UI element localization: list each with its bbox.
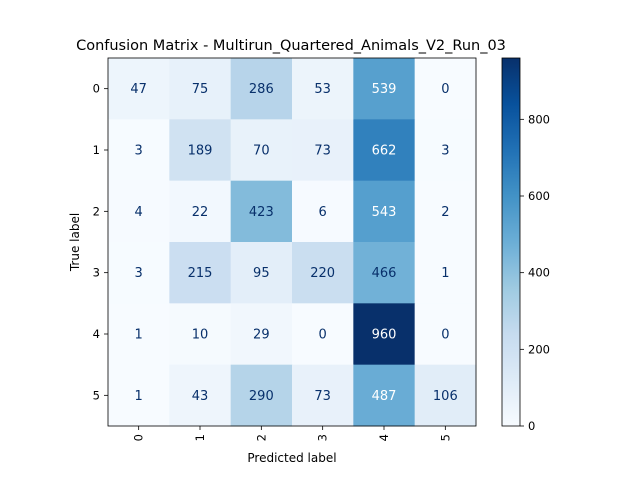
heatmap-cell (108, 242, 170, 304)
heatmap-cell (353, 303, 416, 366)
colorbar-tick-label: 600 (528, 189, 550, 203)
y-tick-label: 5 (93, 388, 100, 402)
heatmap-cell (414, 364, 477, 427)
cell-value-label: 106 (433, 389, 458, 404)
cell-value-label: 6 (319, 205, 327, 220)
heatmap-cell (169, 364, 232, 427)
colorbar-ticks: 0 200 400 600 800 (520, 112, 550, 433)
cell-value-label: 3 (441, 144, 449, 159)
cell-value-label: 73 (314, 389, 331, 404)
heatmap-cell (292, 119, 354, 182)
heatmap-cell (353, 58, 416, 120)
colorbar-tick-label: 0 (528, 419, 535, 433)
heatmap-cell (230, 364, 293, 427)
cell-value-label: 3 (135, 144, 143, 159)
cell-value-label: 4 (135, 205, 143, 220)
y-tick-label: 2 (93, 204, 100, 218)
cell-value-label: 43 (192, 389, 209, 404)
heatmap-cell (353, 364, 416, 427)
heatmap-cell (414, 58, 477, 120)
cell-value-label: 662 (372, 144, 397, 159)
heatmap-cell (169, 303, 232, 366)
colorbar-tick-label: 800 (528, 112, 550, 126)
cell-value-label: 22 (192, 205, 209, 220)
heatmap-cell (292, 58, 354, 120)
x-axis-ticks: 0 1 2 3 4 5 (132, 426, 452, 441)
cell-value-label: 539 (372, 82, 397, 97)
cell-value-label: 189 (188, 144, 213, 159)
heatmap-cell (353, 180, 416, 243)
heatmap-cell (292, 364, 354, 427)
heatmap-cell (353, 119, 416, 182)
heatmap-cell (169, 180, 232, 243)
cell-value-label: 487 (372, 389, 397, 404)
x-tick-label: 4 (377, 434, 391, 441)
heatmap-cell (230, 242, 293, 304)
heatmap-cell (292, 180, 354, 243)
cell-value-label: 0 (441, 82, 449, 97)
cell-value-label: 47 (130, 82, 147, 97)
y-axis-label: True label (68, 213, 82, 272)
x-tick-label: 1 (193, 434, 207, 441)
cell-value-label: 95 (253, 266, 270, 281)
heatmap-cell (108, 58, 170, 120)
heatmap-cell (230, 303, 293, 366)
heatmap-cell (292, 242, 354, 304)
cell-value-label: 290 (249, 389, 274, 404)
y-tick-label: 3 (93, 266, 100, 280)
heatmap-cell (108, 180, 170, 243)
x-tick-label: 0 (132, 434, 146, 441)
cell-value-label: 70 (253, 144, 270, 159)
heatmap-cell (108, 119, 170, 182)
heatmap-cell (169, 119, 232, 182)
cell-value-label: 960 (372, 328, 397, 343)
x-tick-label: 2 (254, 434, 268, 441)
cell-value-label: 220 (310, 266, 335, 281)
colorbar-tick-label: 400 (528, 266, 550, 280)
cell-value-label: 215 (188, 266, 213, 281)
heatmap-cell (169, 242, 232, 304)
heatmap-cell (230, 180, 293, 243)
cell-value-label: 1 (135, 389, 143, 404)
cell-value-label: 0 (441, 328, 449, 343)
cell-value-label: 10 (192, 328, 209, 343)
y-tick-label: 0 (93, 82, 100, 96)
heatmap-cell (414, 303, 477, 366)
heatmap-cell (414, 119, 477, 182)
colorbar (501, 57, 521, 427)
plot-frame (107, 57, 477, 427)
heatmap-cells: 47 75 286 53 539 0 3 189 70 73 662 3 4 22 423 6 543 2 3 215… (108, 58, 477, 427)
x-tick-label: 5 (438, 434, 452, 441)
cell-value-label: 286 (249, 82, 274, 97)
heatmap-cell (108, 303, 170, 366)
heatmap-cell (414, 242, 477, 304)
heatmap-cell (414, 180, 477, 243)
heatmap-cell (230, 119, 293, 182)
cell-value-label: 0 (319, 328, 327, 343)
heatmap-cell (292, 303, 354, 366)
cell-value-label: 543 (372, 205, 397, 220)
heatmap-cell (108, 364, 170, 427)
y-tick-label: 4 (93, 327, 100, 341)
cell-value-label: 73 (314, 144, 331, 159)
cell-value-label: 1 (135, 328, 143, 343)
heatmap-cell (230, 58, 293, 120)
x-tick-label: 3 (316, 434, 330, 441)
heatmap-cell (353, 242, 416, 304)
x-axis-label: Predicted label (247, 451, 336, 465)
cell-value-label: 29 (253, 328, 270, 343)
cell-value-label: 466 (372, 266, 397, 281)
cell-value-label: 53 (314, 82, 331, 97)
cell-value-label: 1 (441, 266, 449, 281)
y-tick-label: 1 (93, 143, 100, 157)
cell-value-label: 423 (249, 205, 274, 220)
cell-value-label: 3 (135, 266, 143, 281)
y-axis-ticks: 0 1 2 3 4 5 (93, 82, 108, 402)
cell-value-label: 75 (192, 82, 209, 97)
heatmap-cell (169, 58, 232, 120)
colorbar-tick-label: 200 (528, 342, 550, 356)
cell-value-label: 2 (441, 205, 449, 220)
chart-title: Confusion Matrix - Multirun_Quartered_An… (76, 38, 506, 54)
